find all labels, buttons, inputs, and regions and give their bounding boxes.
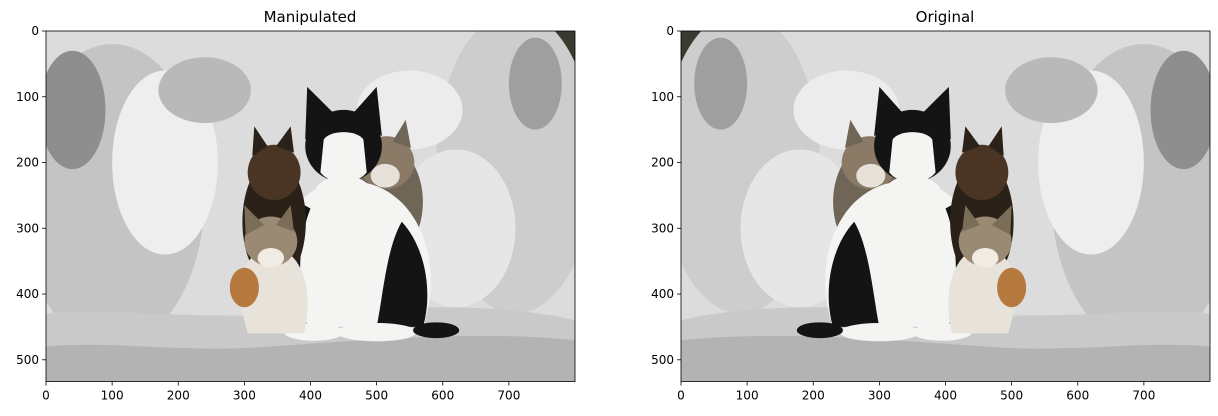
x-tick-label: 400	[299, 389, 322, 403]
panel-manipulated: Manipulated 0 100 200 300 400 500 600 700 0 100 2…	[16, 8, 576, 403]
x-tick-label: 200	[802, 389, 825, 403]
x-tick-label: 300	[233, 389, 256, 403]
y-tick-label: 200	[16, 156, 39, 170]
y-tick-label: 0	[666, 24, 674, 38]
y-tick-label: 100	[651, 90, 674, 104]
photo-instance	[46, 31, 575, 382]
y-tick-label: 500	[651, 353, 674, 367]
x-tick-label: 100	[736, 389, 759, 403]
image-content	[681, 31, 1210, 382]
y-tick-label: 300	[651, 221, 674, 235]
x-tick-label: 100	[101, 389, 124, 403]
image-content	[46, 31, 575, 382]
x-tick-label: 600	[1066, 389, 1089, 403]
y-tick-label: 0	[31, 24, 39, 38]
x-tick-label: 200	[167, 389, 190, 403]
x-tick-label: 600	[431, 389, 454, 403]
y-tick-label: 100	[16, 90, 39, 104]
x-tick-label: 400	[934, 389, 957, 403]
y-tick-label: 200	[651, 156, 674, 170]
x-tick-label: 700	[1132, 389, 1155, 403]
panel-title: Manipulated	[264, 8, 357, 26]
photo-instance	[681, 31, 1210, 382]
x-axis-ticks: 0 100 200 300 400 500 600 700	[677, 381, 1155, 403]
x-tick-label: 500	[365, 389, 388, 403]
x-axis-ticks: 0 100 200 300 400 500 600 700	[42, 381, 520, 403]
y-tick-label: 500	[16, 353, 39, 367]
x-tick-label: 300	[868, 389, 891, 403]
x-tick-label: 0	[42, 389, 50, 403]
panel-image	[46, 31, 575, 382]
y-axis-ticks: 0 100 200 300 400 500	[651, 24, 681, 367]
y-tick-label: 400	[16, 287, 39, 301]
y-tick-label: 400	[651, 287, 674, 301]
x-tick-label: 500	[1000, 389, 1023, 403]
panel-original: Original 0 100 200 300 400 500 600 700 0 100 200 3…	[651, 8, 1211, 403]
panel-title: Original	[916, 8, 975, 26]
panel-image	[681, 31, 1210, 382]
y-axis-ticks: 0 100 200 300 400 500	[16, 24, 46, 367]
x-tick-label: 700	[497, 389, 520, 403]
y-tick-label: 300	[16, 221, 39, 235]
x-tick-label: 0	[677, 389, 685, 403]
